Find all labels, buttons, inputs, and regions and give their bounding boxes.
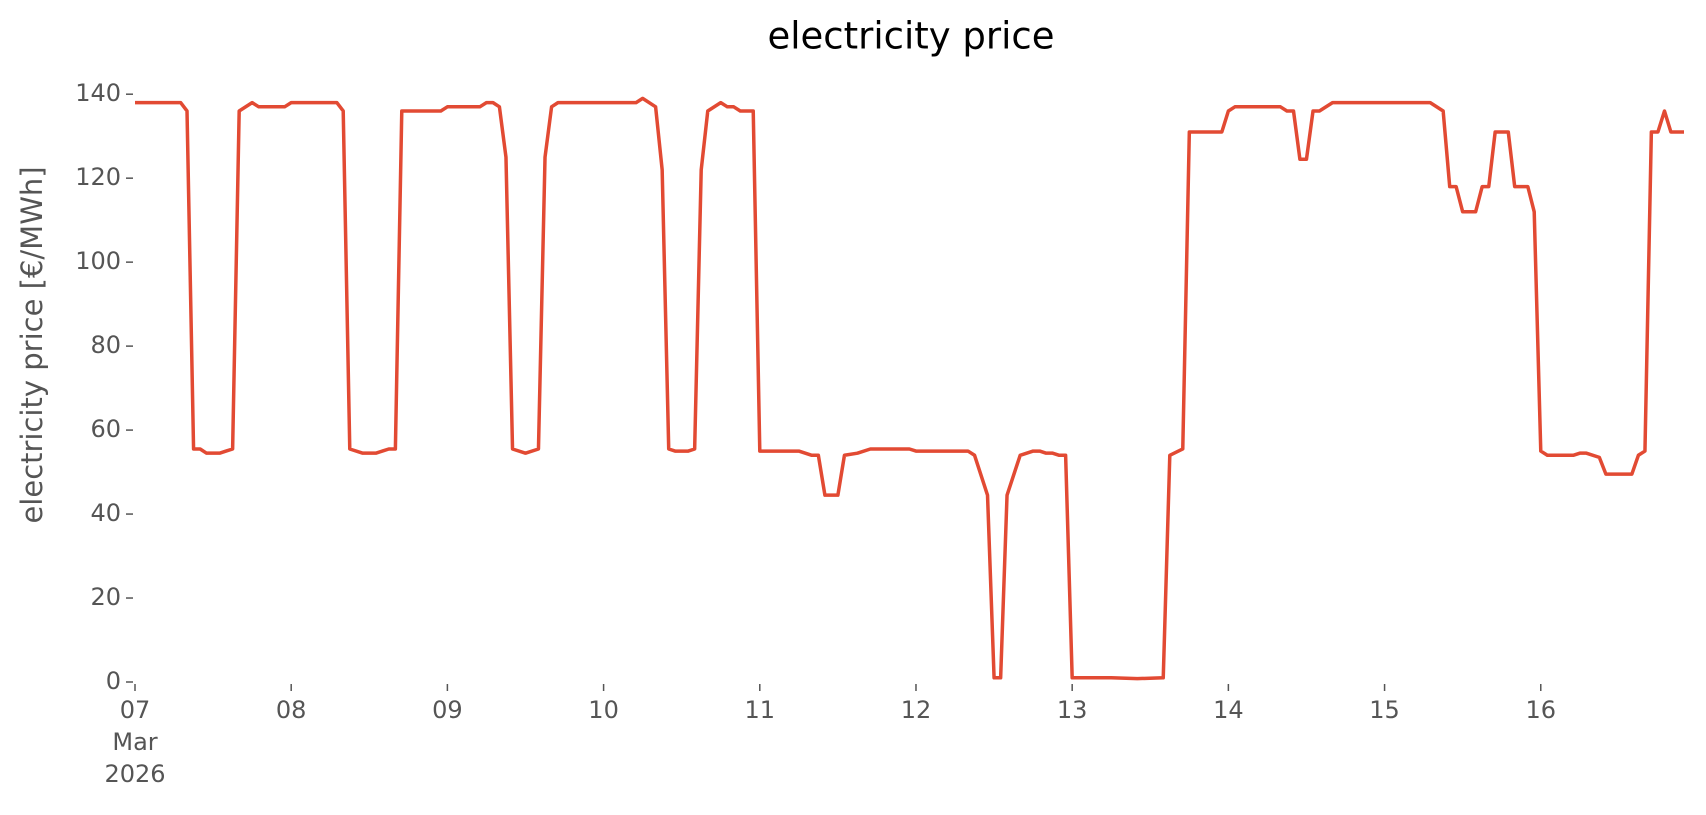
y-tick-label: 140: [75, 79, 121, 107]
y-tick-label: 60: [90, 415, 121, 443]
x-tick-label: 15: [1369, 696, 1400, 724]
y-tick-label: 100: [75, 247, 121, 275]
x-tick-label: 11: [744, 696, 776, 724]
x-tick-label: 10: [588, 696, 619, 724]
y-tick-label: 40: [90, 499, 121, 527]
y-axis-label: electricity price [€/MWh]: [15, 166, 49, 523]
x-tick-label: 07 Mar 2026: [104, 696, 166, 788]
y-tick-label: 20: [90, 583, 121, 611]
y-tick-label: 120: [75, 163, 121, 191]
y-tick-label: 0: [106, 667, 121, 695]
x-tick-label: 16: [1525, 696, 1557, 724]
x-tick-label: 14: [1213, 696, 1244, 724]
x-tick-label: 12: [900, 696, 932, 724]
x-tick-label: 13: [1056, 696, 1088, 724]
x-tick-label: 08: [275, 696, 307, 724]
chart-title: electricity price: [767, 15, 1054, 58]
y-tick-label: 80: [90, 331, 121, 359]
price-line: [135, 96, 1684, 681]
x-tick-label: 09: [432, 696, 463, 724]
